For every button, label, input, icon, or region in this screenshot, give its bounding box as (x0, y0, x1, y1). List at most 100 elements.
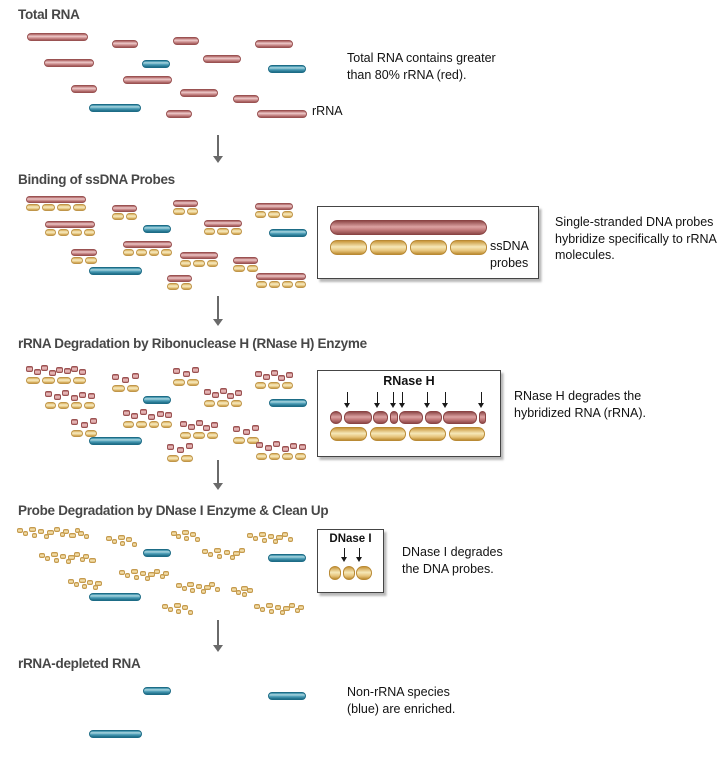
probe-bar (123, 249, 172, 256)
non-rrna-molecule (143, 549, 171, 557)
probe-bar (26, 204, 86, 211)
probe-segment (173, 379, 185, 386)
probe-fragment (215, 587, 220, 592)
flow-down-arrow (212, 620, 224, 652)
probe-fragment (74, 552, 81, 557)
arrow-head-icon (356, 557, 362, 562)
probe-bar (180, 260, 218, 267)
probe-fragment (59, 532, 65, 537)
probe-segment (269, 453, 280, 460)
cut-rrna-segment (478, 411, 486, 424)
non-rrna-molecule (89, 730, 142, 738)
arrow-head-icon (374, 403, 380, 408)
probe-segment (268, 382, 280, 389)
probe-fragment (189, 588, 195, 593)
rrna-fragment (79, 392, 87, 398)
probe-segment (26, 377, 40, 384)
probe-fragment (188, 610, 193, 615)
probe-fragment (117, 535, 125, 540)
rrna-molecule (26, 196, 86, 203)
probe-fragment (39, 553, 45, 558)
note-rnaseh: RNase H degrades the hybridized RNA (rRN… (514, 388, 646, 421)
probe-bar (233, 265, 258, 272)
probe-fragment (32, 533, 38, 538)
probe-segment (123, 249, 134, 256)
rrna-fragment (281, 446, 289, 452)
probe-fragment (181, 530, 189, 535)
heading-total-rna: Total RNA (18, 7, 80, 22)
probe-fragment (273, 539, 279, 544)
probe-fragment (79, 578, 86, 583)
probe-segment (448, 427, 485, 441)
arrow-head-icon (442, 403, 448, 408)
cut-rrna-segment (424, 411, 442, 424)
probe-fragment (208, 552, 214, 557)
cut-rrna-segment (343, 411, 372, 424)
probe-fragment (53, 527, 60, 532)
probe-segment (126, 385, 139, 392)
probe-segment (206, 432, 218, 439)
rrna-fragment (148, 414, 156, 420)
probe-fragment (119, 570, 125, 575)
probe-segment (246, 265, 258, 272)
rrna-molecule (256, 273, 306, 280)
probe-fragment (195, 537, 200, 542)
rrna-fragment (80, 422, 88, 428)
probe-fragment (106, 536, 112, 541)
rrna-fragment (204, 389, 211, 395)
rrna-fragment (132, 373, 139, 379)
probe-segment (45, 402, 56, 409)
probe-segment (233, 437, 245, 444)
probe-segment (204, 400, 216, 407)
rrna-fragment (270, 370, 278, 376)
probe-segment (268, 211, 280, 218)
probe-fragment (173, 603, 181, 608)
probe-segment (72, 204, 86, 211)
rrna-fragment (48, 370, 56, 376)
non-rrna-molecule (269, 399, 307, 407)
probe-fragment (261, 538, 267, 543)
rrna-fragment (79, 369, 86, 375)
probe-fragment (124, 573, 130, 578)
probe-fragment (203, 585, 211, 590)
note-line: molecules. (555, 248, 615, 262)
probe-fragment (95, 581, 102, 586)
probe-segment (256, 281, 267, 288)
note-line: the DNA probes. (402, 561, 494, 576)
note-line: than 80% rRNA (red). (347, 67, 467, 82)
probe-fragment (162, 604, 168, 609)
probe-segment (84, 402, 95, 409)
rrna-fragment (235, 390, 242, 396)
dnase-title: DNase I (329, 533, 372, 545)
rrna-fragment (122, 377, 129, 383)
probe-segment (295, 453, 306, 460)
probe-segment (85, 430, 97, 437)
probe-segment (370, 240, 407, 255)
rrna-fragment (255, 371, 262, 377)
probe-fragment (68, 533, 76, 538)
probe-segment (72, 377, 86, 384)
probe-bar (45, 229, 95, 236)
probe-fragment (176, 609, 182, 614)
rrna-fragment (90, 418, 97, 424)
probe-fragment (74, 528, 80, 533)
probe-fragment (126, 537, 133, 542)
note-line: hybridized RNA (rRNA). (514, 405, 646, 420)
cut-rrna-segment (399, 411, 423, 424)
probe-bar (26, 377, 86, 384)
probe-bar (123, 421, 172, 428)
rrna-fragment (264, 445, 272, 451)
probe-segment (71, 257, 83, 264)
probe-bar (71, 430, 97, 437)
arrow-head-icon (424, 403, 430, 408)
probe-fragment (133, 575, 139, 580)
probe-segment (193, 260, 205, 267)
probe-segment (409, 427, 446, 441)
probe-fragment (68, 555, 76, 560)
probe-fragment (87, 580, 93, 585)
probe-fragment (160, 574, 166, 579)
probe-fragment (189, 532, 196, 537)
non-rrna-molecule (268, 65, 306, 73)
probe-bar (180, 432, 218, 439)
